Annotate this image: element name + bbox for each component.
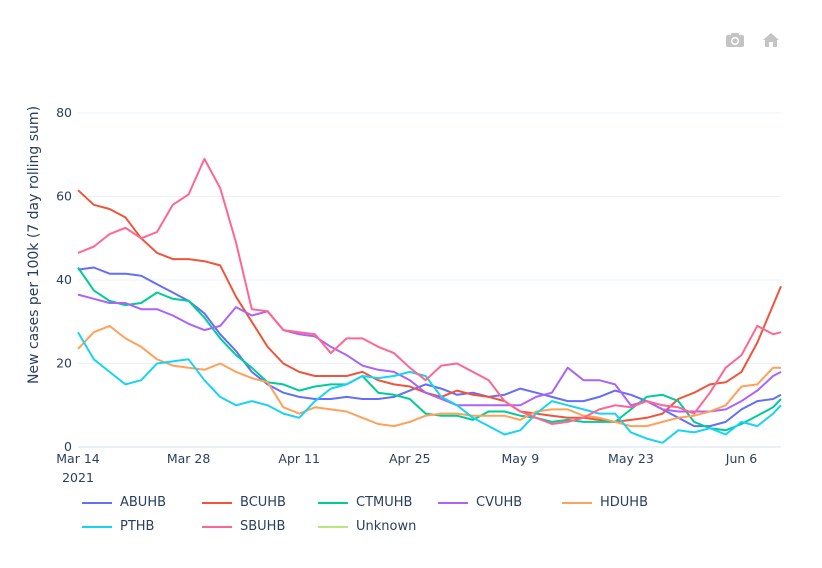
y-axis-ticks: 0 20 40 60 80: [56, 105, 72, 454]
x-tick-label: Mar 28: [167, 451, 211, 466]
legend-item-unknown[interactable]: Unknown: [318, 519, 416, 534]
modebar: [724, 30, 782, 50]
y-tick-label: 0: [64, 439, 72, 454]
legend-label: PTHB: [120, 519, 155, 534]
series-lines: [77, 157, 782, 444]
x-tick-label: Mar 14: [56, 451, 100, 466]
legend-item-cvuhb[interactable]: CVUHB: [438, 495, 522, 510]
legend-item-ctmuhb[interactable]: CTMUHB: [318, 495, 412, 510]
legend-item-abuhb[interactable]: ABUHB: [82, 495, 166, 510]
legend-item-pthb[interactable]: PTHB: [82, 519, 154, 534]
download-png-button[interactable]: [724, 30, 746, 50]
x-tick-label: Apr 25: [389, 451, 431, 466]
reset-axes-button[interactable]: [760, 30, 782, 50]
y-tick-label: 40: [56, 272, 72, 287]
legend-label: BCUHB: [240, 495, 286, 510]
series-line-ctmuhb: [77, 266, 782, 432]
x-tick-label: Apr 11: [278, 451, 320, 466]
x-tick-label: May 23: [608, 451, 654, 466]
grid: [78, 112, 781, 448]
legend-swatch: [562, 501, 592, 504]
y-tick-label: 60: [56, 189, 72, 204]
y-axis-title: New cases per 100k (7 day rolling sum): [26, 106, 42, 384]
legend-swatch: [202, 501, 232, 504]
series-line-pthb: [77, 331, 782, 444]
legend-item-bcuhb[interactable]: BCUHB: [202, 495, 286, 510]
x-tick-label: Jun 6: [725, 451, 758, 466]
series-line-cvuhb: [77, 293, 782, 413]
legend-item-hduhb[interactable]: HDUHB: [562, 495, 648, 510]
y-tick-label: 80: [56, 105, 72, 120]
series-line-sbuhb: [77, 157, 782, 425]
legend-label: ABUHB: [120, 495, 167, 510]
x-tick-year-label: 2021: [62, 470, 94, 485]
legend-swatch: [318, 501, 348, 504]
legend-label: CTMUHB: [356, 495, 413, 510]
home-icon: [763, 33, 779, 47]
camera-icon: [726, 33, 744, 47]
legend-item-sbuhb[interactable]: SBUHB: [202, 519, 285, 534]
legend-swatch: [82, 501, 112, 504]
legend-label: CVUHB: [476, 495, 523, 510]
legend-swatch: [318, 525, 348, 528]
x-axis-ticks: Mar 14 2021 Mar 28 Apr 11 Apr 25 May 9 May 23 J…: [56, 451, 757, 485]
legend-swatch: [82, 525, 112, 528]
legend-label: HDUHB: [600, 495, 648, 510]
y-tick-label: 20: [56, 356, 72, 371]
series-line-bcuhb: [77, 189, 782, 423]
legend-label: Unknown: [356, 519, 417, 534]
legend-swatch: [202, 525, 232, 528]
legend-swatch: [438, 501, 468, 504]
legend-label: SBUHB: [240, 519, 286, 534]
x-tick-label: May 9: [501, 451, 539, 466]
